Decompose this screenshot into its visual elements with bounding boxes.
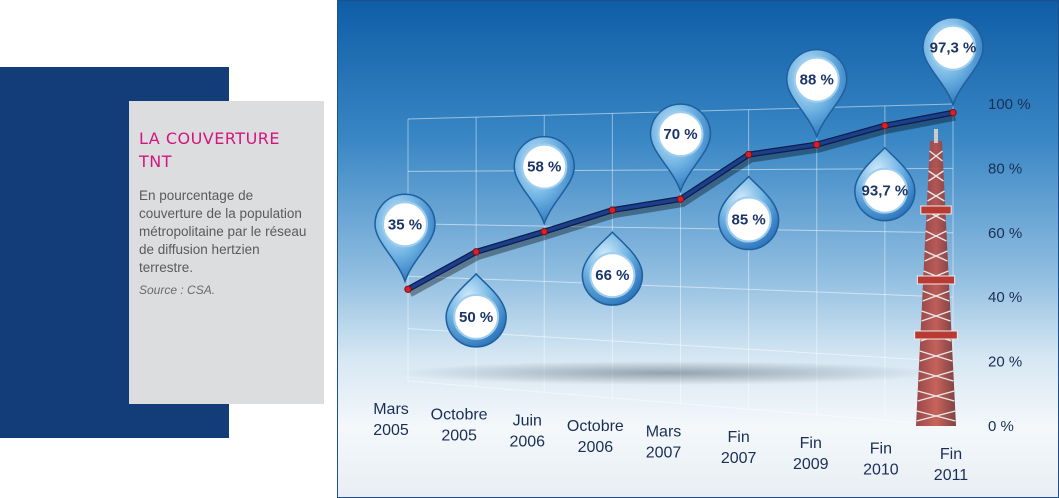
y-tick-label: 0 % — [988, 418, 1014, 435]
tower-strut — [929, 150, 943, 162]
line-shadow — [398, 361, 938, 385]
grid-line-horizontal — [407, 275, 954, 298]
tower-strut — [928, 170, 944, 182]
tower-platform — [916, 275, 956, 285]
info-card: LA COUVERTURE TNT En pourcentage de couv… — [129, 101, 324, 404]
x-tick-label-line2: 2005 — [373, 422, 409, 439]
balloon-face — [521, 143, 568, 190]
x-tick-label-line1: Fin — [800, 435, 822, 452]
y-axis-tick-labels: 0 % 20 % 40 % 60 % 80 % 100 % — [988, 96, 1031, 435]
data-label-balloon: 88 % — [785, 48, 848, 139]
coverage-chart: 35 % 50 % 58 % 66 % 70 % 85 % 88 % 93,7 % 97,3 %… — [373, 17, 1031, 484]
data-point — [676, 195, 685, 203]
tower-strut — [917, 390, 955, 402]
x-tick-label-line1: Mars — [646, 424, 682, 441]
x-tick-label-line2: 2006 — [578, 439, 614, 456]
data-label: 66 % — [595, 267, 629, 284]
data-points — [404, 108, 957, 293]
tower-strut — [916, 410, 956, 422]
x-axis-tick-labels: Mars 2005 Octobre 2005 Juin 2006 Octobre 2006 Ma… — [373, 401, 968, 484]
grid-line-horizontal — [407, 380, 954, 427]
x-tick-label-line2: 2007 — [646, 445, 682, 462]
x-tick-label-line1: Juin — [513, 412, 542, 429]
balloon-face — [589, 252, 636, 299]
data-label-balloon: 97,3 % — [922, 17, 984, 107]
data-label: 35 % — [388, 216, 422, 233]
data-label: 85 % — [732, 212, 766, 229]
data-point — [881, 121, 889, 130]
series-line-shadow — [408, 112, 956, 297]
tower-platform — [914, 330, 958, 340]
x-tick-label-line2: 2011 — [934, 467, 969, 484]
y-tick-label: 40 % — [988, 289, 1022, 306]
balloon-face — [657, 111, 704, 158]
x-tick-label-line1: Fin — [940, 446, 962, 463]
data-label-balloon: 35 % — [374, 193, 436, 284]
balloon-face — [930, 24, 976, 71]
x-tick-label-line1: Fin — [728, 429, 750, 446]
balloon-face — [382, 201, 428, 248]
x-tick-label-line2: 2009 — [793, 456, 829, 473]
tower-strut — [921, 310, 951, 322]
data-point — [540, 227, 548, 236]
data-point — [472, 248, 480, 256]
data-label: 58 % — [527, 159, 561, 176]
ground-shadow — [398, 361, 938, 385]
data-label: 88 % — [800, 72, 834, 89]
transmitter-tower-image — [914, 129, 958, 426]
x-tick-label-line2: 2005 — [441, 428, 477, 445]
balloon-face — [725, 196, 772, 243]
data-label: 50 % — [459, 309, 493, 326]
x-tick-label-line1: Octobre — [567, 418, 624, 435]
tower-strut — [927, 190, 945, 202]
y-tick-label: 20 % — [988, 354, 1022, 371]
x-tick-label-line1: Fin — [870, 440, 892, 457]
data-point — [949, 108, 957, 117]
x-tick-label-line2: 2010 — [863, 461, 899, 478]
tower-platform — [920, 205, 952, 215]
grid-line-horizontal — [407, 223, 954, 234]
data-label: 93,7 % — [862, 183, 909, 200]
balloon-face — [861, 167, 908, 214]
info-title-line1: LA COUVERTURE — [139, 129, 281, 148]
tower-strut — [922, 290, 950, 302]
balloon-face — [793, 56, 840, 103]
x-tick-label-line1: Mars — [373, 401, 409, 418]
data-label: 70 % — [663, 126, 697, 143]
data-label-balloon: 66 % — [581, 230, 644, 306]
data-point — [404, 285, 412, 293]
data-label-balloons: 35 % 50 % 58 % 66 % 70 % 85 % 88 % 93,7 % 97,3 % — [374, 17, 984, 348]
data-point — [813, 140, 821, 149]
data-label: 97,3 % — [930, 40, 977, 57]
balloon-face — [453, 293, 500, 340]
data-label-balloon: 70 % — [649, 103, 712, 194]
data-label-balloon: 85 % — [717, 175, 780, 251]
chart-panel: 35 % 50 % 58 % 66 % 70 % 85 % 88 % 93,7 % 97,3 %… — [337, 0, 1059, 498]
x-tick-label-line2: 2007 — [721, 450, 757, 467]
y-tick-label: 60 % — [988, 225, 1022, 242]
data-label-balloon: 50 % — [445, 272, 507, 348]
data-label-balloon: 58 % — [513, 135, 576, 226]
data-point — [744, 150, 753, 159]
info-source: Source : CSA. — [139, 283, 216, 297]
tower-strut — [919, 350, 953, 362]
x-tick-label-line2: 2006 — [509, 433, 545, 450]
tower-strut — [924, 250, 948, 262]
tower-strut — [918, 370, 954, 382]
x-tick-label-line1: Octobre — [431, 407, 488, 424]
data-point — [608, 206, 617, 214]
tower-antenna — [934, 129, 938, 143]
tower-strut — [925, 230, 947, 242]
data-label-balloon: 93,7 % — [854, 146, 916, 222]
y-tick-label: 80 % — [988, 160, 1022, 177]
info-description: En pourcentage de couverture de la popul… — [139, 188, 307, 275]
info-title-line2: TNT — [139, 152, 173, 171]
info-title: LA COUVERTURE TNT — [139, 127, 314, 173]
y-tick-label: 100 % — [988, 96, 1031, 113]
